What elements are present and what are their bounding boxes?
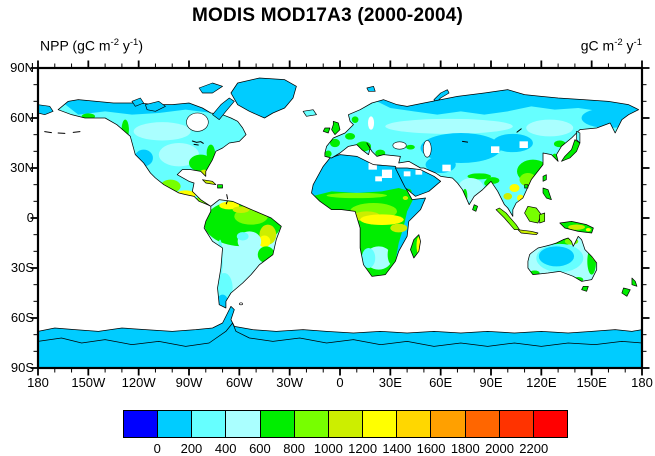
black-sea	[392, 141, 407, 150]
colorbar-cell	[431, 411, 466, 437]
continent-antarctica	[37, 305, 643, 369]
lon-tick-label: 150W	[71, 375, 106, 390]
lon-tick-label: 0	[336, 375, 344, 390]
colorbar-cell	[260, 411, 295, 437]
aleutian-islands	[44, 131, 81, 134]
colorbar-tick-label: 200	[180, 441, 203, 456]
colorbar-cell	[363, 411, 398, 437]
baltic-sea	[368, 116, 375, 130]
lat-tick-label: 30N	[10, 160, 34, 175]
hudson-bay	[186, 112, 209, 132]
lat-tick-label: 60N	[10, 110, 34, 125]
lon-tick-label: 150E	[576, 375, 607, 390]
java	[517, 229, 539, 236]
lon-tick-label: 180	[631, 375, 653, 390]
lat-tick-label: 90S	[10, 360, 34, 375]
colorbar-tick-label: 1600	[416, 441, 446, 456]
lat-tick-label: 60S	[10, 310, 34, 325]
falkland-islands	[239, 302, 243, 306]
ireland	[322, 127, 331, 134]
colorbar-cell	[465, 411, 500, 437]
colorbar-cell	[124, 411, 159, 437]
sakhalin	[576, 131, 581, 144]
colorbar-tick-label: 2200	[519, 441, 549, 456]
colorbar-cell	[499, 411, 534, 437]
tasmania	[581, 286, 589, 292]
japan	[561, 139, 581, 162]
left-units-label: NPP (gC m-2 y-1)	[40, 37, 144, 54]
world-map	[30, 60, 650, 376]
iceland	[302, 109, 317, 117]
lat-tick-label: 90N	[10, 60, 34, 75]
lon-tick-label: 180	[27, 375, 49, 390]
continent-australia	[527, 235, 598, 283]
lat-tick-label: 30S	[10, 260, 34, 275]
lake-balkhash	[461, 140, 469, 143]
colorbar-tick-label: 800	[283, 441, 305, 456]
lake-baikal	[516, 128, 522, 133]
great-lakes	[191, 140, 204, 146]
lon-tick-label: 90W	[175, 375, 203, 390]
lon-tick-label: 60W	[225, 375, 253, 390]
colorbar-tick-label: 0	[153, 441, 161, 456]
new-zealand-south	[621, 287, 631, 297]
colorbar-cell	[294, 411, 329, 437]
lon-tick-label: 30W	[276, 375, 304, 390]
new-zealand-north	[631, 277, 638, 287]
colorbar-tick-label: 600	[249, 441, 271, 456]
greenland-arctic-islands	[131, 77, 450, 121]
colorbar-tick-label: 2000	[485, 441, 514, 456]
land-layer	[37, 77, 643, 369]
sulawesi	[539, 212, 546, 224]
colorbar-tick-label: 1400	[382, 441, 412, 456]
colorbar-cell	[158, 411, 193, 437]
colorbar-cell	[328, 411, 364, 437]
colorbar-tick-label: 1800	[450, 441, 480, 456]
lat-tick-label: 0	[26, 210, 34, 225]
continent-africa	[310, 153, 427, 278]
colorbar-cell	[397, 411, 432, 437]
caspian-sea	[422, 140, 432, 158]
borneo	[524, 206, 542, 224]
philippines	[542, 187, 552, 201]
colorbar-cell	[192, 411, 227, 437]
lon-tick-label: 90E	[479, 375, 503, 390]
figure-title: MODIS MOD17A3 (2000-2004)	[191, 5, 464, 26]
cuba	[202, 179, 217, 186]
great-britain	[331, 121, 341, 136]
colorbar-tick-label: 1200	[348, 441, 378, 456]
lon-tick-label: 60E	[429, 375, 453, 390]
hispaniola	[217, 184, 223, 189]
lon-tick-label: 120E	[526, 375, 557, 390]
colorbar-cell	[226, 411, 261, 437]
map-frame	[36, 66, 644, 370]
sri-lanka	[472, 204, 478, 212]
lon-tick-label: 120W	[121, 375, 156, 390]
lon-tick-label: 30E	[378, 375, 402, 390]
taiwan	[542, 174, 547, 182]
hainan	[524, 184, 529, 189]
right-units-label: gC m-2 y-1	[580, 37, 642, 54]
colorbar-tick-label: 1000	[313, 441, 343, 456]
lesser-antilles	[225, 194, 229, 205]
colorbar	[123, 410, 568, 438]
sumatra	[495, 207, 520, 231]
islands	[202, 121, 638, 297]
chukotka-wrap	[37, 104, 54, 116]
continent-south-america	[203, 194, 283, 309]
colorbar-cell	[533, 411, 568, 437]
colorbar-tick-label: 400	[214, 441, 237, 456]
